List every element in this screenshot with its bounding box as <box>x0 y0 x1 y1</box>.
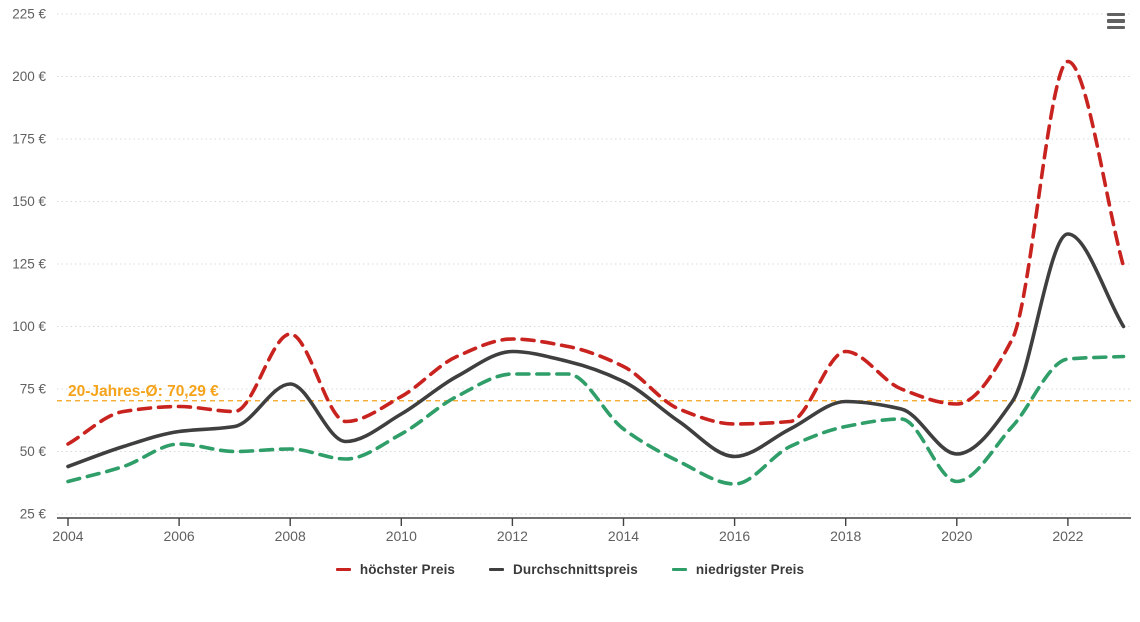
legend-label: Durchschnittspreis <box>513 562 638 577</box>
chart-context-menu-button[interactable] <box>1107 13 1125 29</box>
y-axis-tick-label: 75 € <box>20 382 47 397</box>
y-axis-tick-label: 225 € <box>12 7 46 22</box>
legend-marker-icon <box>335 567 351 572</box>
x-axis-tick-label: 2010 <box>386 528 417 544</box>
legend-item-höchster-preis[interactable]: höchster Preis <box>335 562 456 577</box>
x-axis-tick-label: 2006 <box>164 528 195 544</box>
legend-marker-icon <box>489 567 505 572</box>
average-price-annotation: 20-Jahres-Ø: 70,29 € <box>68 383 219 400</box>
y-axis-tick-label: 125 € <box>12 257 46 272</box>
x-axis-tick-label: 2016 <box>719 528 750 544</box>
x-axis-tick-label: 2014 <box>608 528 639 544</box>
legend-marker-icon <box>671 567 687 572</box>
x-axis-tick-label: 2012 <box>497 528 528 544</box>
series-curve-durchschnittspreis <box>66 232 1126 469</box>
x-axis-tick-label: 2020 <box>941 528 972 544</box>
x-axis-tick-label: 2022 <box>1052 528 1083 544</box>
legend-item-niedrigster-preis[interactable]: niedrigster Preis <box>671 562 805 577</box>
legend-item-durchschnittspreis[interactable]: Durchschnittspreis <box>489 562 638 577</box>
legend: höchster Preis Durchschnittspreis niedrigs… <box>0 562 1140 577</box>
y-axis-tick-label: 25 € <box>20 507 47 522</box>
hamburger-menu-icon <box>1107 19 1125 23</box>
series-curve-niedrigster-preis <box>66 354 1126 486</box>
y-axis-tick-label: 100 € <box>12 319 46 334</box>
legend-label: höchster Preis <box>359 562 456 577</box>
x-axis-tick-label: 2008 <box>275 528 306 544</box>
hamburger-menu-icon <box>1107 25 1125 29</box>
y-axis-tick-label: 200 € <box>12 69 46 84</box>
y-axis-tick-label: 50 € <box>20 444 47 459</box>
y-axis-tick-label: 150 € <box>12 194 46 209</box>
legend-label: niedrigster Preis <box>695 562 805 577</box>
hamburger-menu-icon <box>1107 13 1125 17</box>
x-axis-tick-label: 2018 <box>830 528 861 544</box>
series-curve-höchster-preis <box>66 59 1126 446</box>
y-axis-tick-label: 175 € <box>12 132 46 147</box>
x-axis-tick-label: 2004 <box>52 528 83 544</box>
